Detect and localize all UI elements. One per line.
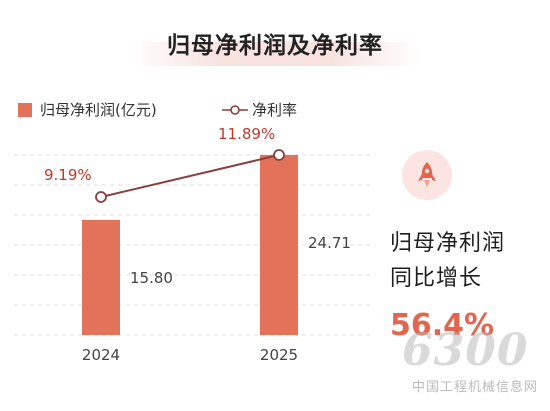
chart-title: 归母净利润及净利率: [167, 33, 383, 59]
legend-swatch-bar: [18, 103, 32, 117]
x-tick-label: 2025: [260, 346, 298, 364]
bar-2025: [260, 155, 298, 335]
chart-plot: 15.80 24.71 9.19% 11.89% 2024 2025: [14, 125, 370, 364]
bar-value-label: 15.80: [130, 269, 173, 287]
watermark-number: 6300: [402, 325, 529, 376]
growth-label-line2: 同比增长: [390, 266, 483, 291]
title-highlight: [130, 42, 420, 66]
bar-value-label: 24.71: [308, 234, 351, 252]
line-point-2025: [273, 149, 285, 161]
line-value-label: 11.89%: [218, 125, 275, 143]
watermark-text: 中国工程机械信息网: [412, 380, 539, 395]
line-value-label: 9.19%: [44, 166, 92, 184]
legend-line-icon: [222, 105, 248, 115]
legend-label-line: 净利率: [252, 101, 298, 119]
growth-label-line1: 归母净利润: [390, 231, 506, 256]
bar-2024: [82, 219, 120, 335]
growth-value: 56.4%: [390, 308, 495, 343]
rocket-icon: [418, 162, 436, 187]
legend-label-bar: 归母净利润(亿元): [40, 101, 157, 119]
x-tick-label: 2024: [82, 346, 120, 364]
rocket-badge: [402, 150, 452, 200]
line-series: [100, 154, 280, 198]
line-point-2024: [95, 191, 107, 203]
